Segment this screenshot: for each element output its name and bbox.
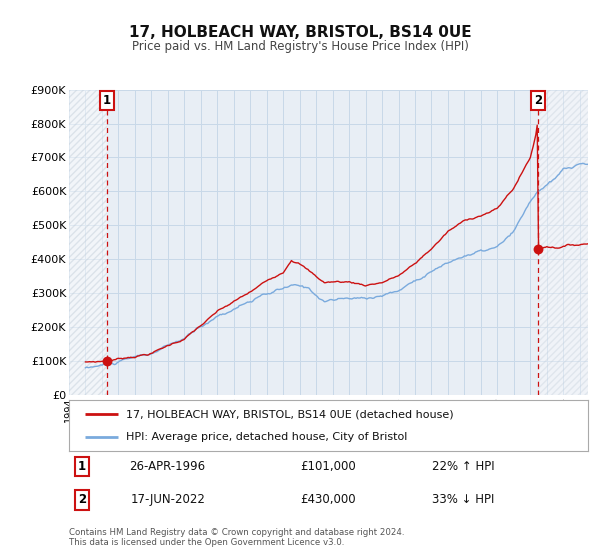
Text: HPI: Average price, detached house, City of Bristol: HPI: Average price, detached house, City… bbox=[126, 432, 407, 442]
Bar bbox=[538, 90, 588, 395]
Text: £430,000: £430,000 bbox=[301, 493, 356, 506]
Bar bbox=[69, 90, 107, 395]
Text: 33% ↓ HPI: 33% ↓ HPI bbox=[432, 493, 494, 506]
Text: 26-APR-1996: 26-APR-1996 bbox=[130, 460, 206, 473]
Text: 17, HOLBEACH WAY, BRISTOL, BS14 0UE: 17, HOLBEACH WAY, BRISTOL, BS14 0UE bbox=[128, 25, 472, 40]
Text: Price paid vs. HM Land Registry's House Price Index (HPI): Price paid vs. HM Land Registry's House … bbox=[131, 40, 469, 53]
Text: 2: 2 bbox=[78, 493, 86, 506]
Text: 22% ↑ HPI: 22% ↑ HPI bbox=[432, 460, 495, 473]
Point bbox=[533, 245, 543, 254]
Text: 1: 1 bbox=[103, 94, 111, 107]
Text: 2: 2 bbox=[534, 94, 542, 107]
Text: Contains HM Land Registry data © Crown copyright and database right 2024.
This d: Contains HM Land Registry data © Crown c… bbox=[69, 528, 404, 547]
Text: 17-JUN-2022: 17-JUN-2022 bbox=[130, 493, 205, 506]
Point bbox=[103, 356, 112, 365]
Text: 1: 1 bbox=[78, 460, 86, 473]
Text: 17, HOLBEACH WAY, BRISTOL, BS14 0UE (detached house): 17, HOLBEACH WAY, BRISTOL, BS14 0UE (det… bbox=[126, 409, 454, 419]
Text: £101,000: £101,000 bbox=[301, 460, 356, 473]
